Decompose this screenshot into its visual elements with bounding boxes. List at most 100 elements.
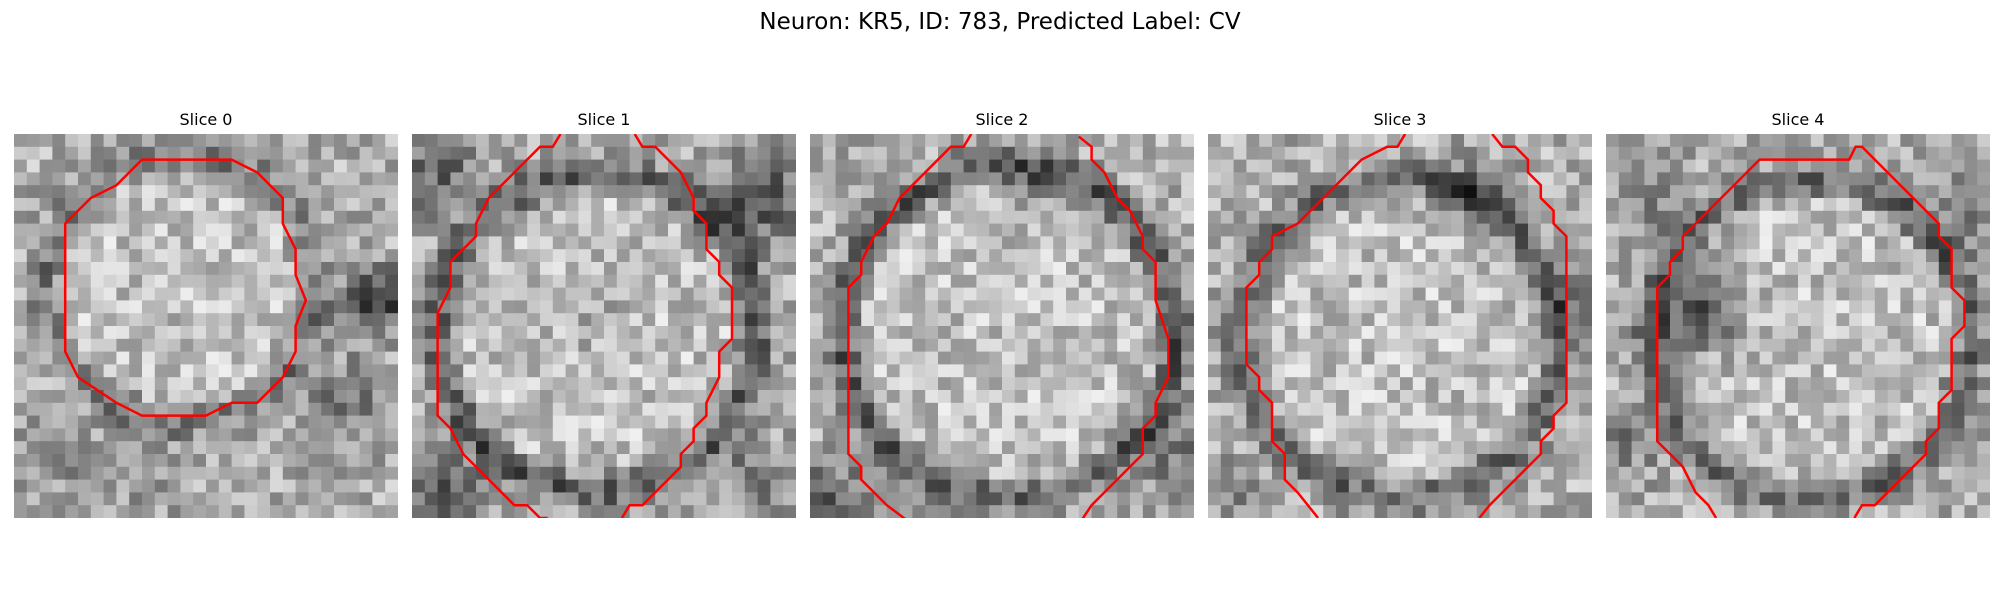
micrograph-pixel [193,441,207,455]
micrograph-pixel [167,223,181,237]
micrograph-pixel [385,274,398,289]
micrograph-pixel [463,185,477,199]
micrograph-pixel [1284,274,1299,289]
micrograph-pixel [1734,351,1748,365]
micrograph-pixel [1900,146,1914,161]
micrograph-pixel [1606,402,1620,417]
micrograph-pixel [1104,428,1118,442]
micrograph-pixel [1155,364,1169,378]
micrograph-pixel [1695,326,1709,340]
micrograph-pixel [1926,338,1940,353]
micrograph-pixel [1553,492,1567,506]
micrograph-pixel [142,134,156,148]
micrograph-pixel [668,479,682,493]
micrograph-pixel [1798,492,1812,506]
micrograph-pixel [757,287,771,301]
micrograph-pixel [706,351,720,365]
micrograph-pixel [1759,454,1773,468]
micrograph-pixel [321,185,335,199]
micrograph-pixel [1272,146,1286,161]
micrograph-pixel [1951,492,1965,506]
micrograph-pixel [90,262,105,276]
micrograph-pixel [1040,313,1054,327]
micrograph-pixel [1387,210,1401,225]
micrograph-pixel [1091,466,1105,481]
micrograph-pixel [1823,505,1837,518]
micrograph-pixel [142,492,156,506]
micrograph-pixel [308,377,322,391]
micrograph-pixel [1670,210,1684,225]
micrograph-pixel [1078,390,1093,404]
micrograph-pixel [668,210,682,225]
micrograph-pixel [1759,415,1773,429]
micrograph-pixel [1823,262,1837,276]
micrograph-pixel [655,351,669,365]
micrograph-pixel [1515,338,1529,353]
micrograph-pixel [1540,134,1555,148]
micrograph-pixel [1810,262,1825,276]
micrograph-pixel [1977,300,1990,314]
micrograph-pixel [1066,134,1080,148]
micrograph-pixel [1734,313,1748,327]
micrograph-pixel [1823,287,1837,301]
micrograph-pixel [437,159,451,173]
micrograph-pixel [257,428,271,442]
micrograph-pixel [1002,223,1016,237]
micrograph-pixel [1913,505,1927,518]
micrograph-pixel [1425,300,1439,314]
micrograph-pixel [783,249,796,263]
micrograph-pixel [757,236,771,250]
micrograph-pixel [90,198,105,212]
micrograph-pixel [757,505,771,518]
micrograph-pixel [78,223,92,237]
micrograph-pixel [488,159,503,173]
micrograph-pixel [1721,377,1735,391]
micrograph-pixel [14,364,28,378]
micrograph-pixel [822,479,837,493]
micrograph-pixel [1374,351,1388,365]
micrograph-pixel [1708,274,1722,289]
micrograph-pixel [912,262,926,276]
micrograph-pixel [912,274,926,289]
micrograph-pixel [1374,159,1388,173]
micrograph-pixel [501,223,515,237]
micrograph-pixel [810,287,824,301]
micrograph-pixel [1579,210,1592,225]
micrograph-pixel [1631,172,1645,186]
micrograph-pixel [334,466,348,481]
micrograph-pixel [552,466,567,481]
micrograph-pixel [359,492,373,506]
micrograph-pixel [488,210,503,225]
micrograph-pixel [1823,236,1837,250]
micrograph-pixel [321,287,335,301]
micrograph-pixel [1489,364,1503,378]
micrograph-pixel [14,492,28,506]
micrograph-pixel [1233,326,1247,340]
micrograph-pixel [886,428,901,442]
micrograph-pixel [1323,492,1337,506]
micrograph-pixel [744,134,759,148]
micrograph-pixel [1297,274,1311,289]
micrograph-pixel [39,236,53,250]
micrograph-pixel [770,466,784,481]
micrograph-pixel [1746,377,1761,391]
micrograph-pixel [1053,505,1067,518]
micrograph-pixel [346,274,361,289]
micrograph-pixel [346,377,361,391]
micrograph-pixel [578,415,592,429]
micrograph-pixel [154,505,169,518]
micrograph-pixel [1785,390,1799,404]
micrograph-pixel [1759,223,1773,237]
micrograph-pixel [1926,390,1940,404]
micrograph-pixel [1887,274,1901,289]
micrograph-pixel [501,428,515,442]
micrograph-pixel [1336,402,1350,417]
micrograph-pixel [822,364,837,378]
micrograph-pixel [822,249,837,263]
micrograph-pixel [912,134,926,148]
micrograph-pixel [1515,428,1529,442]
micrograph-pixel [1823,441,1837,455]
micrograph-pixel [1734,454,1748,468]
micrograph-pixel [372,390,386,404]
micrograph-pixel [1233,505,1247,518]
